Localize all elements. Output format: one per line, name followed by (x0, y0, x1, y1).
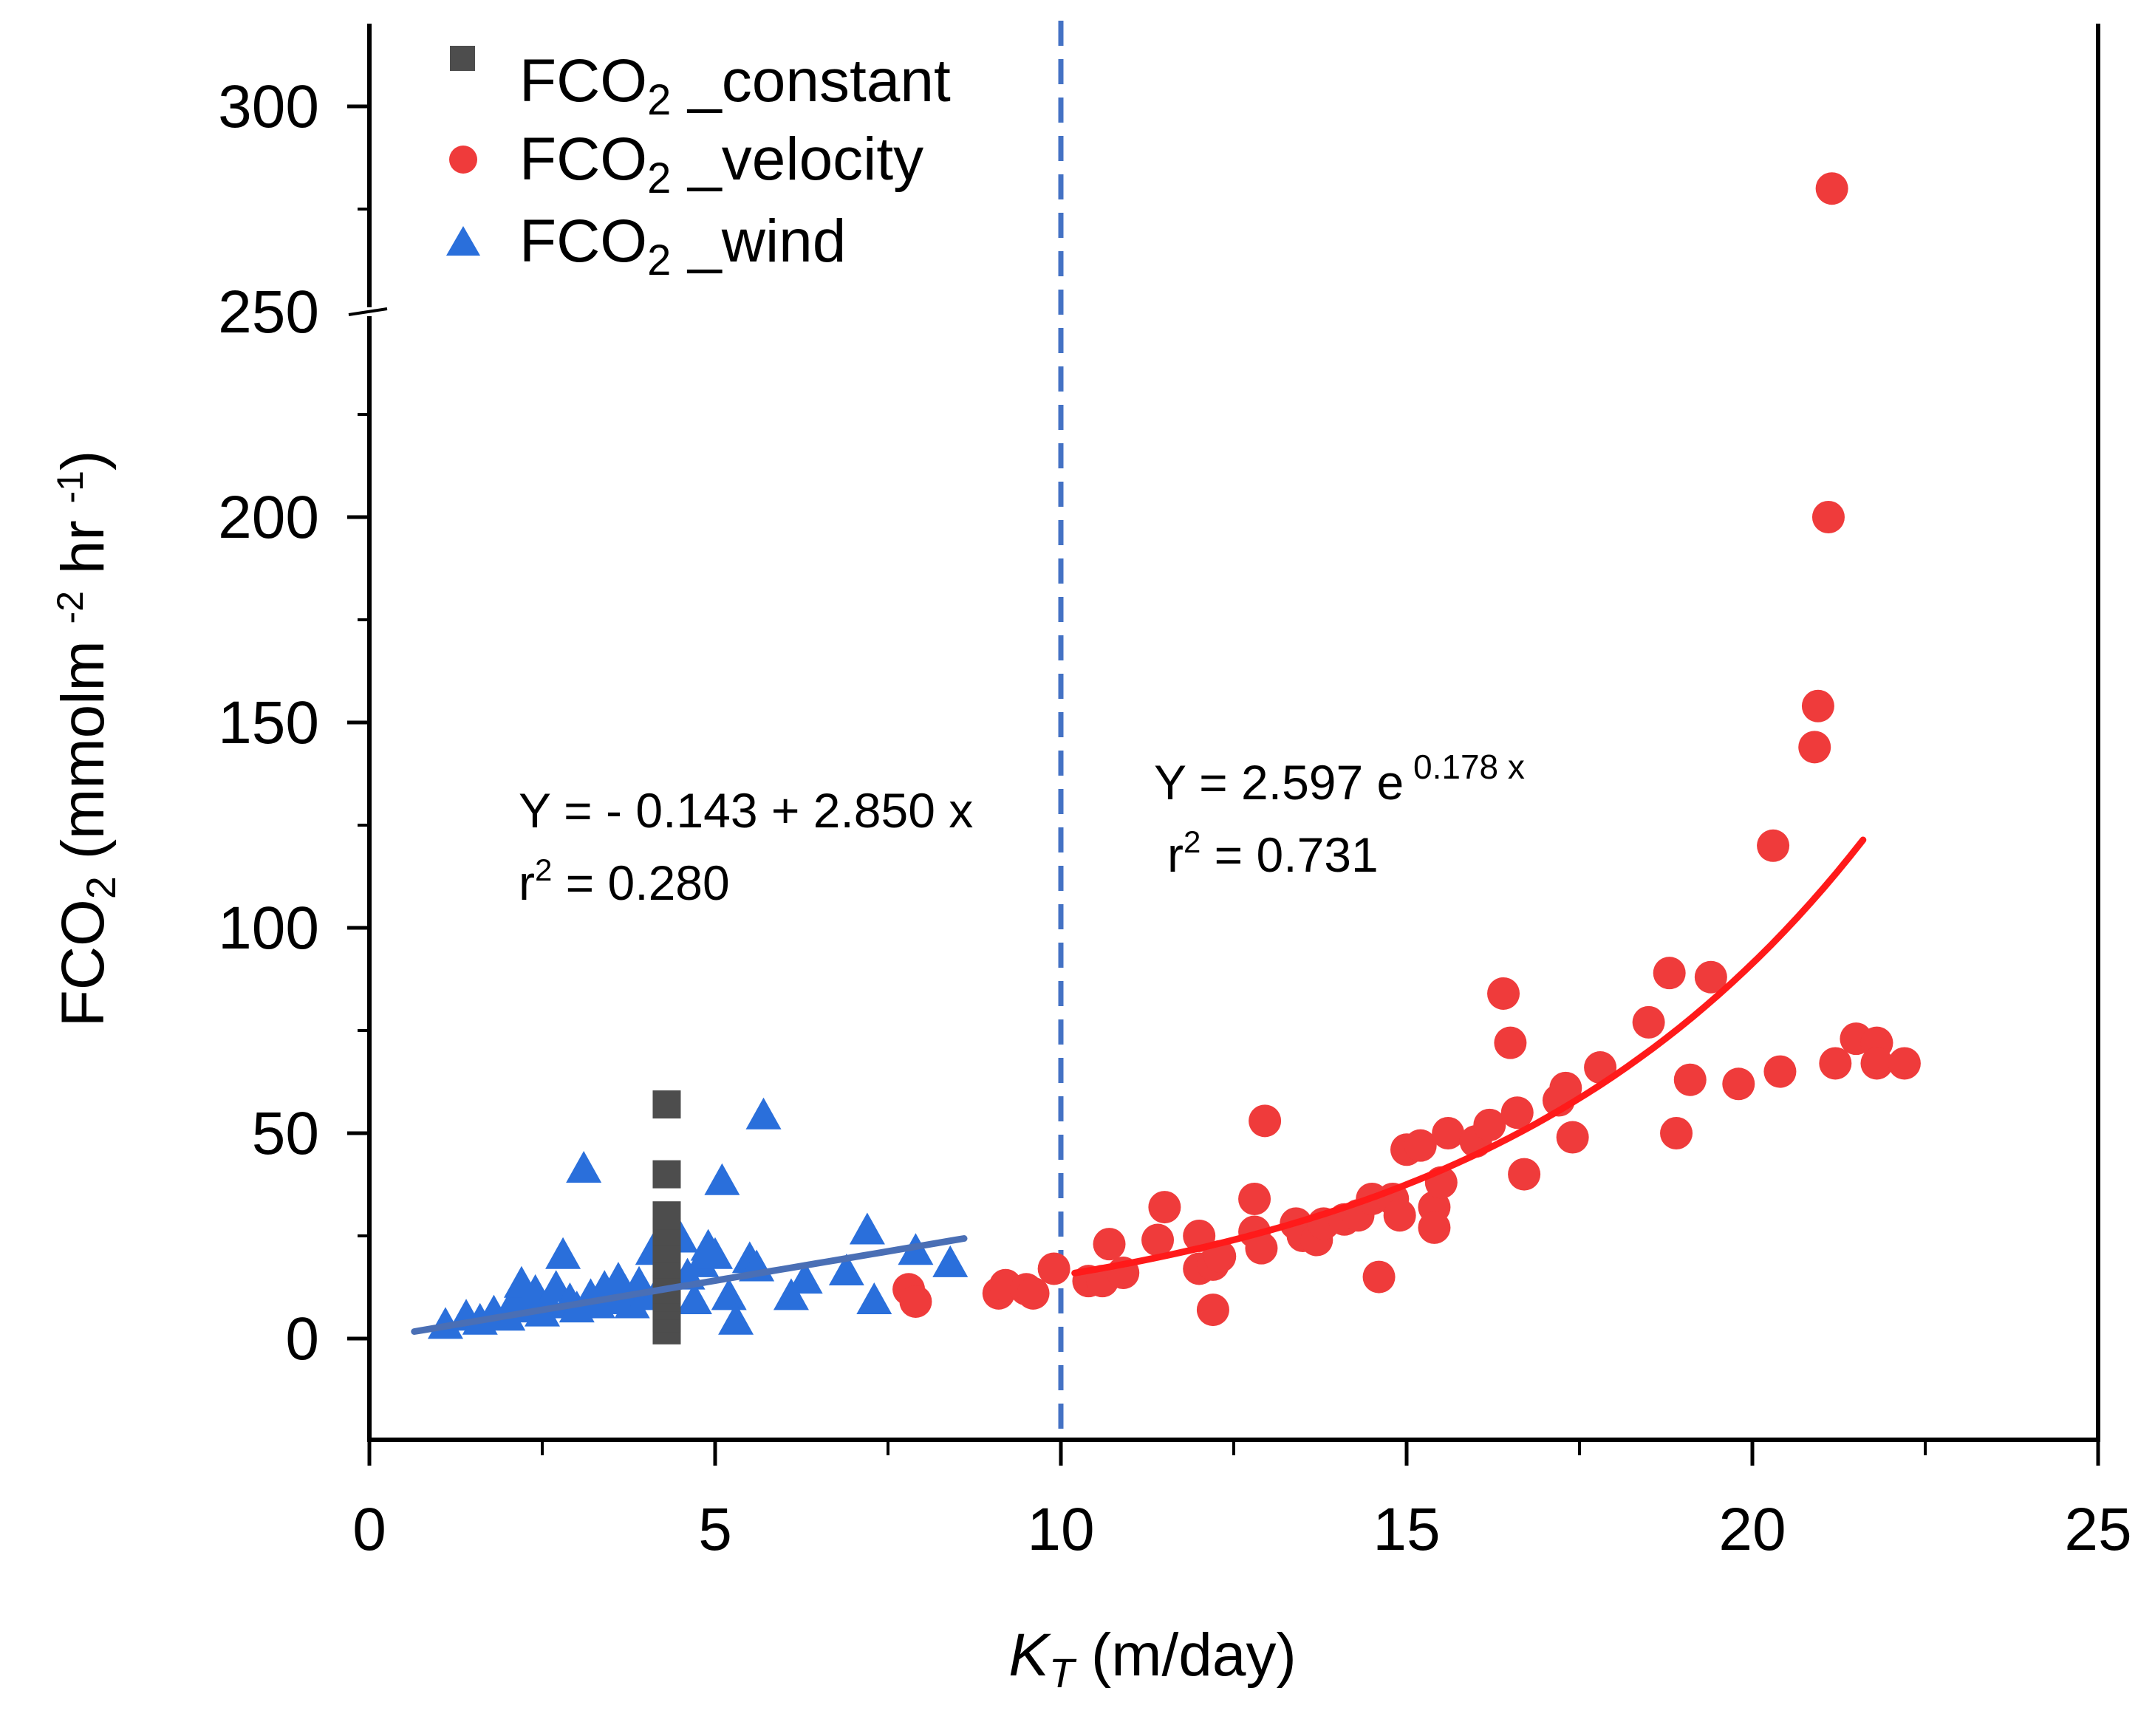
wind-point (566, 1151, 602, 1183)
velocity-point (1148, 1191, 1181, 1224)
exp-fit-equation: Y = 2.597 e 0.178 x (1154, 748, 1525, 810)
velocity-point (1383, 1199, 1416, 1232)
wind-point (683, 1245, 720, 1277)
velocity-point (1632, 1005, 1665, 1039)
velocity-point (1653, 957, 1686, 990)
wind-point (849, 1212, 885, 1245)
velocity-point (1660, 1117, 1693, 1149)
velocity-point (1196, 1294, 1229, 1327)
legend-marker-velocity (449, 146, 477, 174)
x-tick-label: 25 (2064, 1496, 2131, 1563)
velocity-point (1362, 1260, 1396, 1294)
velocity-point (1815, 172, 1848, 205)
velocity-point (1093, 1228, 1126, 1261)
velocity-point (899, 1285, 932, 1318)
velocity-point (1404, 1129, 1437, 1162)
linear-fit-line (411, 1235, 968, 1335)
velocity-point (1487, 977, 1520, 1010)
constant-point (652, 1160, 681, 1189)
wind-point (787, 1262, 823, 1294)
x-axis-title: KT (m/day) (1008, 1621, 1297, 1696)
constant-point (652, 1201, 681, 1230)
wind-point (711, 1278, 747, 1310)
y-tick-label: 50 (252, 1100, 319, 1167)
x-tick-label: 10 (1027, 1496, 1094, 1563)
y-tick-label: 100 (218, 895, 319, 962)
velocity-point (1556, 1121, 1589, 1154)
velocity-point (1694, 960, 1727, 994)
velocity-point (1249, 1104, 1282, 1138)
velocity-point (1500, 1096, 1534, 1130)
x-ticks: 0 5 10 15 20 25 (352, 1440, 2132, 1563)
wind-point (697, 1237, 733, 1269)
velocity-point (1473, 1108, 1506, 1141)
legend-label-wind: FCO2 _wind (519, 208, 846, 284)
velocity-point (1037, 1252, 1070, 1285)
velocity-point (1757, 829, 1790, 862)
exp-fit-r2: r2 = 0.731 (1167, 824, 1379, 882)
y-axis-title: FCO2 (mmolm -2 hr -1) (49, 451, 124, 1028)
y-tick-label: 0 (285, 1305, 319, 1373)
wind-point (745, 1097, 782, 1130)
wind-point (773, 1278, 809, 1310)
velocity-point (1722, 1067, 1755, 1101)
wind-point (704, 1163, 740, 1195)
x-tick-label: 15 (1373, 1496, 1440, 1563)
legend-label-velocity: FCO2 _velocity (519, 126, 923, 202)
velocity-point (1811, 501, 1845, 533)
wind-point (614, 1286, 650, 1319)
x-tick-label: 0 (352, 1496, 386, 1563)
velocity-point (1141, 1223, 1175, 1257)
wind-point (856, 1282, 892, 1314)
y-tick-label: 150 (218, 689, 319, 756)
x-tick-label: 5 (698, 1496, 732, 1563)
wind-point (718, 1302, 754, 1335)
fit-lines-layer (411, 836, 1867, 1335)
velocity-point (1763, 1055, 1797, 1088)
velocity-point (1508, 1158, 1541, 1191)
velocity-point (1418, 1211, 1451, 1244)
wind-point (545, 1237, 581, 1269)
y-tick-label: 250 (218, 278, 319, 346)
velocity-point (1494, 1026, 1527, 1059)
y-ticks: 0 50 100 150 200 250 300 (218, 73, 390, 1373)
linear-fit-r2: r2 = 0.280 (519, 852, 730, 910)
x-tick-label: 20 (1718, 1496, 1786, 1563)
velocity-point (1798, 731, 1831, 764)
velocity-point (1432, 1117, 1465, 1149)
velocity-point (1819, 1047, 1852, 1080)
velocity-point (1801, 689, 1834, 722)
wind-point (828, 1254, 864, 1286)
wind-point (932, 1245, 969, 1277)
linear-fit-equation: Y = - 0.143 + 2.850 x (519, 783, 973, 838)
velocity-point (1549, 1071, 1582, 1104)
legend-marker-constant (450, 46, 475, 71)
y-tick-label: 200 (218, 484, 319, 551)
velocity-point (1673, 1063, 1707, 1096)
velocity-point (1888, 1047, 1921, 1080)
velocity-point (1860, 1047, 1893, 1080)
legend-label-constant: FCO2 _constant (519, 47, 951, 124)
wind-point (676, 1282, 712, 1314)
velocity-point (1584, 1051, 1617, 1084)
velocity-point (1017, 1277, 1050, 1310)
exponential-fit-line (1071, 836, 1867, 1277)
constant-point (652, 1090, 681, 1119)
y-tick-label: 300 (218, 73, 319, 140)
velocity-point (1245, 1231, 1278, 1265)
velocity-point (1238, 1182, 1271, 1215)
legend-marker-wind (446, 226, 480, 256)
axis-break-mark (348, 307, 388, 316)
legend: FCO2 _constant FCO2 _velocity FCO2 _wind (446, 46, 951, 284)
